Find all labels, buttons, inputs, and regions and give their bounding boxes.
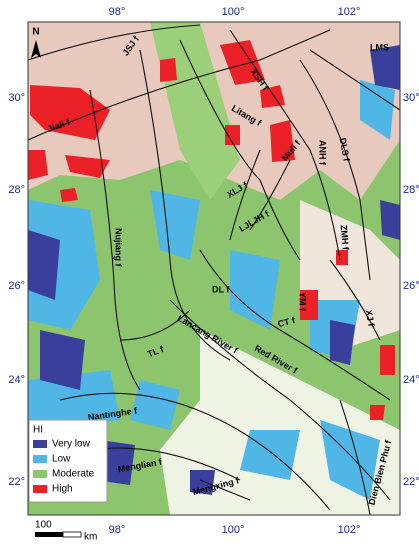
fault-label: XJ f — [364, 309, 377, 328]
fault-label: DL f — [212, 284, 230, 294]
top-label: 100° — [222, 6, 245, 18]
legend-item: High — [52, 484, 73, 495]
bottom-label: 98° — [109, 524, 126, 536]
left-label: 30° — [8, 92, 25, 104]
bottom-label: 102° — [338, 524, 361, 536]
very-low-patches — [28, 45, 400, 495]
bottom-label: 100° — [222, 524, 245, 536]
map-body — [28, 22, 400, 515]
fault-label: LMS — [370, 42, 389, 52]
scale-unit: km — [84, 532, 97, 543]
right-label: 26° — [403, 280, 419, 292]
right-label: 28° — [403, 184, 419, 196]
fault-label: CT f — [277, 315, 297, 329]
top-label: 98° — [109, 6, 126, 18]
legend-swatch — [33, 485, 47, 493]
fault-label: Nujiang f — [114, 228, 124, 267]
fault-label: ZMH f — [339, 225, 351, 252]
low-patches — [28, 80, 395, 500]
left-label: 26° — [8, 280, 25, 292]
legend-title: HI — [33, 425, 43, 436]
legend-item: Moderate — [52, 469, 95, 480]
high-patches — [28, 40, 395, 420]
fault-label: YM f — [298, 292, 308, 312]
fault-label: DLS f — [338, 137, 352, 163]
north-label: N — [32, 27, 39, 38]
legend-swatch — [33, 440, 47, 448]
right-label: 24° — [403, 374, 419, 386]
scale-segment — [35, 532, 63, 537]
scale-bar: 100 km — [35, 520, 97, 543]
left-label: 28° — [8, 184, 25, 196]
north-arrow: N — [31, 27, 41, 58]
legend-item: Very low — [52, 439, 91, 450]
left-label: 22° — [8, 476, 25, 488]
legend: HI Very low Low Moderate High — [28, 419, 108, 503]
left-label: 24° — [8, 374, 25, 386]
right-label: 22° — [403, 476, 419, 488]
right-label: 30° — [403, 92, 419, 104]
top-label: 102° — [338, 6, 361, 18]
legend-swatch — [33, 455, 47, 463]
legend-item: Low — [52, 454, 71, 465]
legend-swatch — [33, 470, 47, 478]
scale-value: 100 — [35, 520, 52, 531]
map-frame — [27, 21, 401, 516]
scale-segment — [62, 531, 82, 538]
fault-label: ANH f — [318, 140, 328, 166]
